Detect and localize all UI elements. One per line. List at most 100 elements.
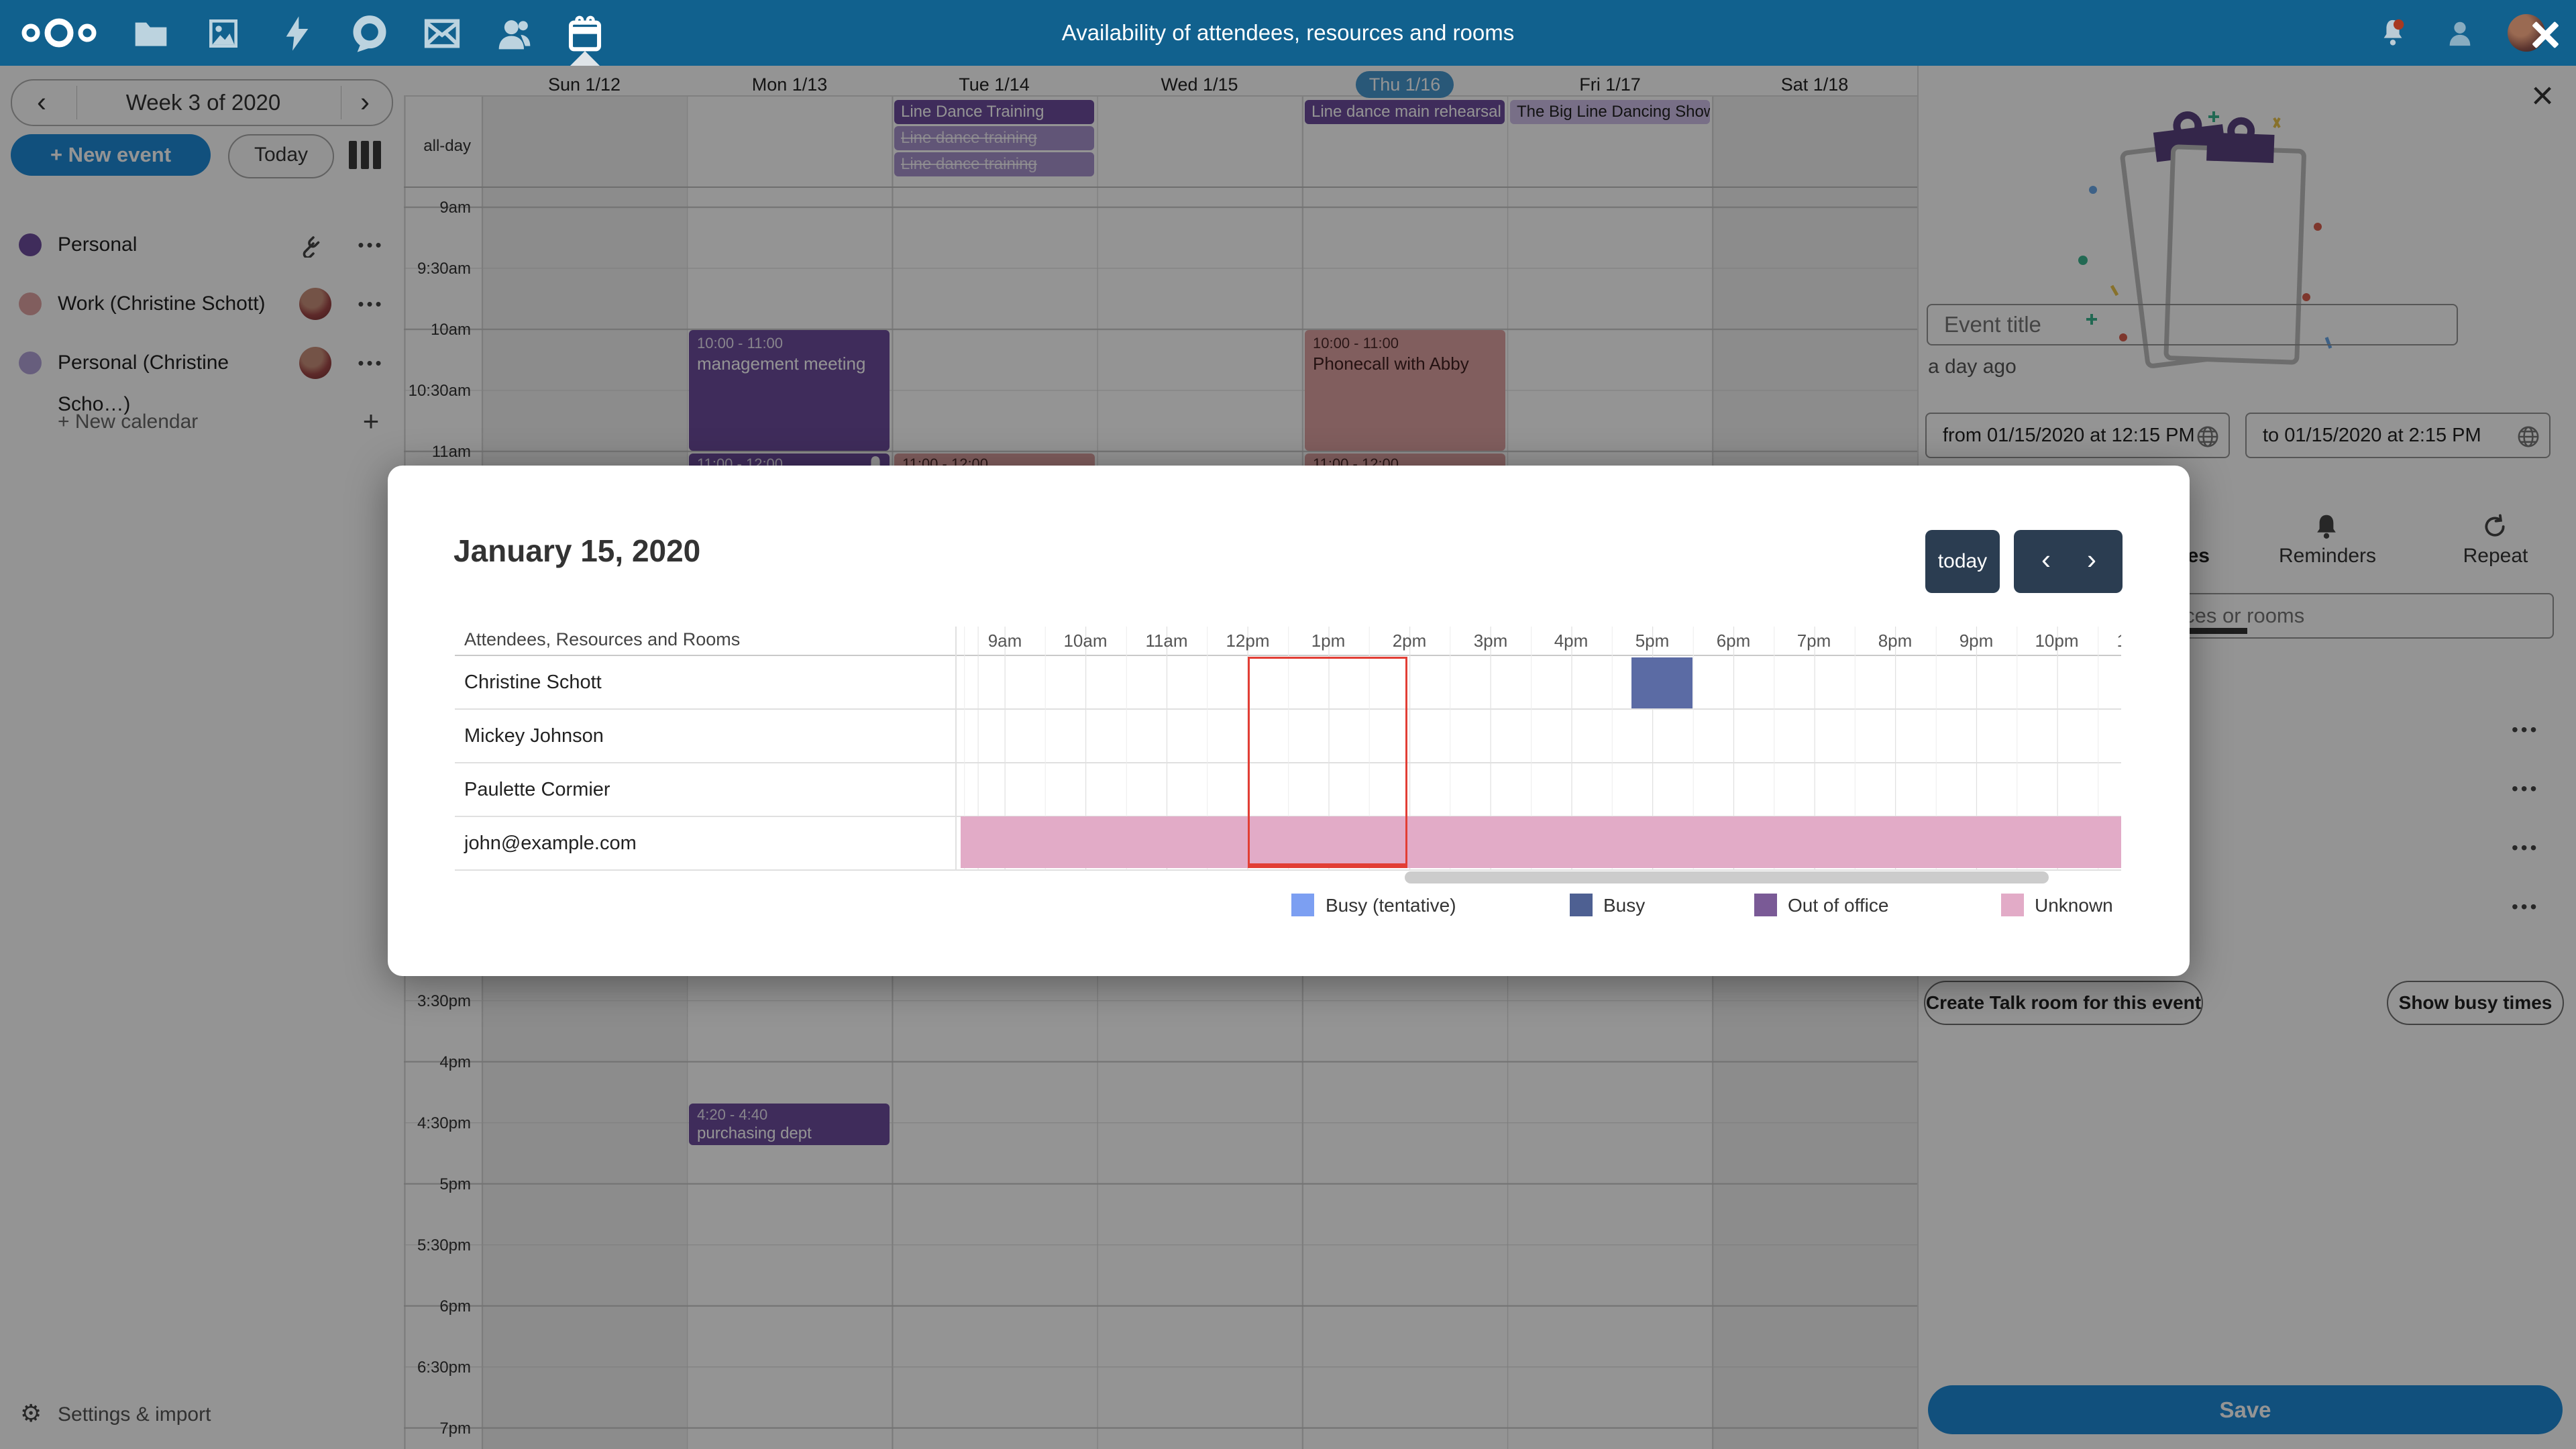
attendee-menu-button[interactable]: •••: [2512, 837, 2540, 858]
calendar-item-personal-christine[interactable]: Personal (Christine Scho…) •••: [0, 342, 404, 415]
new-event-button[interactable]: + New event: [11, 134, 211, 176]
attendee-menu-button[interactable]: •••: [2512, 719, 2540, 740]
modal-today-button[interactable]: today: [1925, 530, 2000, 593]
shared-user-avatar: [299, 288, 331, 320]
today-button[interactable]: Today: [228, 134, 334, 178]
availability-modal: January 15, 2020 today ‹ › Attendees, Re…: [388, 466, 2190, 976]
legend-swatch-out-of-office: [1754, 894, 1777, 916]
allday-event[interactable]: Line Dance Training: [894, 100, 1094, 124]
previous-week-button[interactable]: ‹: [37, 86, 46, 117]
allday-event[interactable]: The Big Line Dancing Show: [1510, 100, 1710, 124]
new-calendar-item[interactable]: + New calendar +: [0, 401, 404, 443]
view-toggle-icon[interactable]: [349, 66, 393, 169]
new-calendar-label: + New calendar: [58, 411, 199, 433]
attendee-menu-button[interactable]: •••: [2512, 778, 2540, 799]
calendar-color-dot: [19, 292, 42, 315]
close-icon[interactable]: ×: [2531, 74, 2554, 117]
calendar-item-work[interactable]: Work (Christine Schott) •••: [0, 283, 404, 325]
create-talk-room-button[interactable]: Create Talk room for this event: [1924, 981, 2203, 1025]
activity-icon[interactable]: [278, 15, 316, 52]
day-header-mon: Mon 1/13: [751, 74, 828, 95]
divider: [955, 627, 957, 869]
next-week-button[interactable]: ›: [360, 86, 370, 117]
legend-label: Busy (tentative): [1326, 895, 1456, 916]
event-end-field[interactable]: to 01/15/2020 at 2:15 PM: [2245, 413, 2551, 458]
calendar-item-personal[interactable]: Personal •••: [0, 224, 404, 266]
allday-event-cancelled[interactable]: Line dance training: [894, 126, 1094, 150]
time-label: 6pm: [439, 1297, 471, 1316]
talk-icon[interactable]: [351, 15, 388, 52]
hour-label: 7pm: [1796, 631, 1831, 651]
hour-label: 1pm: [1311, 631, 1346, 651]
calendar-menu-button[interactable]: •••: [358, 235, 384, 255]
event-time: 10:00 - 11:00: [697, 335, 784, 352]
unknown-availability-block: [961, 816, 2121, 868]
event-title-input[interactable]: [1927, 304, 2458, 345]
allday-event-cancelled[interactable]: Line dance training: [894, 152, 1094, 176]
previous-day-button[interactable]: ‹: [2041, 543, 2051, 575]
time-label: 9am: [439, 199, 471, 217]
last-modified-label: a day ago: [1928, 356, 2017, 378]
gear-icon: ⚙: [20, 1399, 42, 1427]
nextcloud-logo[interactable]: [20, 17, 98, 49]
event-start-field[interactable]: from 01/15/2020 at 12:15 PM: [1925, 413, 2230, 458]
timeline-scrollbar[interactable]: [1405, 871, 2049, 883]
legend-swatch-tentative: [1291, 894, 1314, 916]
mail-icon[interactable]: [423, 15, 461, 52]
day-header-thu-today: Thu 1/16: [1302, 71, 1507, 98]
time-label: 6:30pm: [417, 1358, 471, 1377]
event-management-meeting[interactable]: 10:00 - 11:00 management meeting: [689, 330, 890, 451]
contacts-menu-icon[interactable]: [2445, 17, 2475, 48]
hour-label: 10pm: [2035, 631, 2079, 651]
day-header-wed: Wed 1/15: [1161, 74, 1238, 95]
time-label: 10:30am: [408, 382, 471, 400]
notifications-bell-icon[interactable]: [2377, 17, 2408, 48]
calendar-menu-button[interactable]: •••: [358, 294, 384, 314]
legend-label: Unknown: [2035, 895, 2113, 916]
busy-block: [1631, 657, 1693, 708]
event-time: 4:20 - 4:40: [697, 1106, 768, 1123]
day-header-sat: Sat 1/18: [1780, 74, 1849, 95]
week-label: Week 3 of 2020: [125, 90, 281, 115]
settings-import-button[interactable]: ⚙ Settings & import: [20, 1399, 396, 1433]
hour-label: 10am: [1063, 631, 1108, 651]
event-start-value: from 01/15/2020 at 12:15 PM: [1943, 425, 2195, 446]
tab-repeat[interactable]: Repeat: [2463, 545, 2528, 567]
allday-event[interactable]: Line dance main rehearsal: [1305, 100, 1505, 124]
save-button[interactable]: Save: [1928, 1385, 2563, 1434]
timezone-globe-icon[interactable]: [2196, 425, 2219, 448]
settings-label: Settings & import: [58, 1403, 211, 1426]
selected-timeslot-outline[interactable]: [1248, 657, 1407, 868]
files-icon[interactable]: [132, 15, 170, 52]
divider: [76, 86, 77, 119]
event-phonecall-abby[interactable]: 10:00 - 11:00 Phonecall with Abby: [1305, 330, 1505, 451]
event-title: Phonecall with Abby: [1313, 354, 1469, 374]
time-label: 4:30pm: [417, 1114, 471, 1132]
bell-icon: [2317, 515, 2336, 539]
legend-label: Busy: [1603, 895, 1646, 916]
add-calendar-icon[interactable]: +: [362, 405, 380, 437]
hour-label: 11am: [1145, 631, 1188, 651]
next-day-button[interactable]: ›: [2087, 543, 2096, 575]
time-label: 5pm: [439, 1175, 471, 1193]
day-header-fri: Fri 1/17: [1579, 74, 1641, 95]
legend-swatch-busy: [1570, 894, 1593, 916]
share-link-icon[interactable]: [299, 233, 323, 258]
tab-reminders[interactable]: Reminders: [2279, 545, 2377, 567]
contacts-icon[interactable]: [496, 15, 533, 52]
calendar-menu-button[interactable]: •••: [358, 353, 384, 373]
timezone-globe-icon[interactable]: [2517, 425, 2540, 448]
week-switcher: ‹ Week 3 of 2020 ›: [11, 79, 393, 126]
event-title: management meeting: [697, 354, 866, 374]
attendee-menu-button[interactable]: •••: [2512, 896, 2540, 917]
time-label: 5:30pm: [417, 1236, 471, 1254]
event-purchasing-dept[interactable]: 4:20 - 4:40 purchasing dept: [689, 1104, 890, 1145]
show-busy-times-button[interactable]: Show busy times: [2387, 981, 2564, 1025]
calendar-name: Personal: [58, 233, 138, 256]
photos-icon[interactable]: [205, 15, 242, 52]
hour-label: 9pm: [1959, 631, 1994, 651]
today-pill: Thu 1/16: [1355, 71, 1454, 98]
calendar-icon[interactable]: [566, 15, 604, 52]
hour-label: 3pm: [1473, 631, 1508, 651]
